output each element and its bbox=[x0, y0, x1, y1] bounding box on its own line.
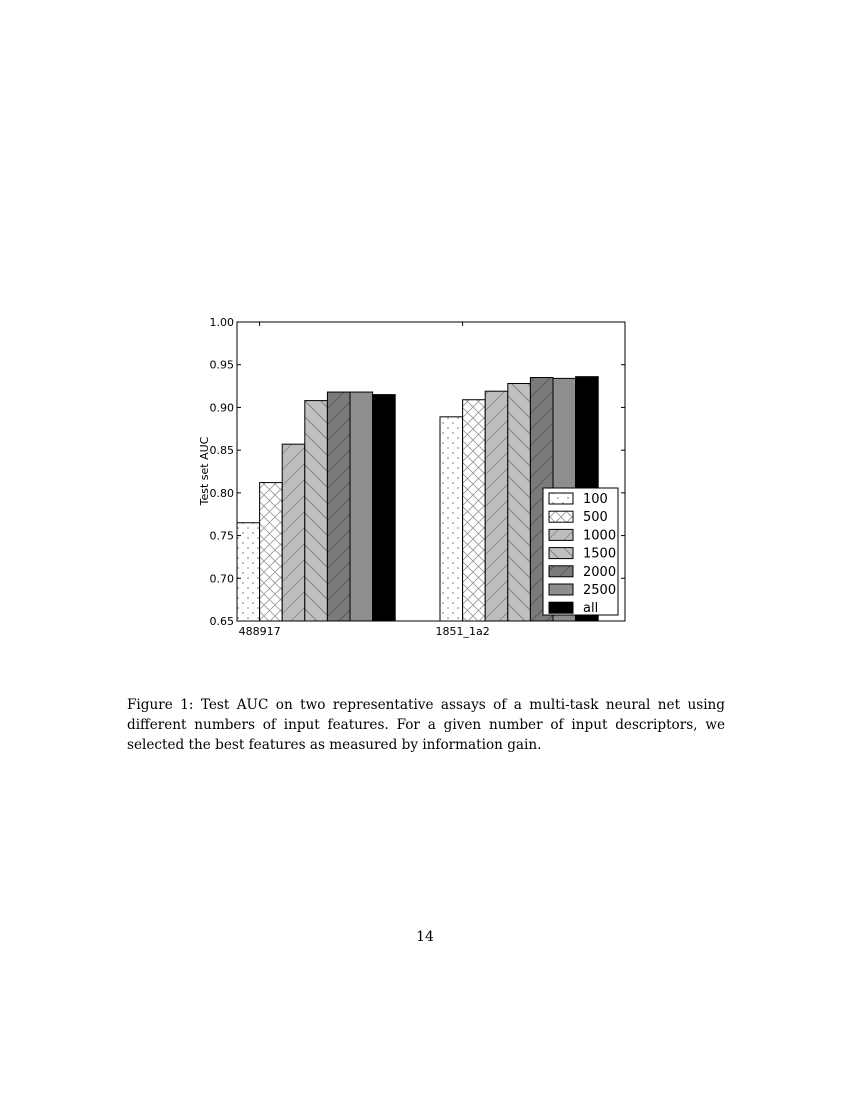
bar-chart: 0.65 0.70 0.75 0.80 0.85 0.90 0.95 1.00 488917 18… bbox=[198, 316, 626, 638]
bar-500-1851_1a2 bbox=[462, 399, 486, 622]
legend-label-2500: 2500 bbox=[583, 583, 616, 598]
bar-all-488917 bbox=[372, 394, 396, 622]
legend-swatch-1000 bbox=[548, 528, 574, 541]
bar-2000-488917 bbox=[326, 391, 351, 622]
y-tick-label: 0.70 bbox=[210, 572, 235, 585]
legend-swatch-1500 bbox=[548, 547, 574, 560]
y-tick-label: 0.90 bbox=[210, 401, 235, 414]
bar-100-1851_1a2 bbox=[439, 416, 464, 622]
legend-label-all: all bbox=[583, 601, 598, 616]
legend-swatch-2000 bbox=[548, 565, 574, 578]
legend-swatch-100 bbox=[548, 492, 574, 505]
legend-label-100: 100 bbox=[583, 492, 608, 507]
legend: 100 500 1000 1500 2000 2500 all bbox=[542, 487, 619, 616]
bar-500-488917 bbox=[259, 482, 283, 622]
bar-1500-488917 bbox=[304, 400, 328, 622]
bar-1000-488917 bbox=[281, 443, 306, 622]
legend-label-1000: 1000 bbox=[583, 528, 616, 543]
page-number: 14 bbox=[416, 929, 434, 945]
legend-label-1500: 1500 bbox=[583, 547, 616, 562]
legend-label-500: 500 bbox=[583, 510, 608, 525]
legend-label-2000: 2000 bbox=[583, 565, 616, 580]
x-tick-label: 488917 bbox=[239, 625, 281, 638]
y-tick-label: 0.95 bbox=[210, 359, 235, 372]
legend-swatch-2500 bbox=[548, 583, 574, 596]
plot-frame bbox=[236, 321, 626, 622]
figure-caption: Figure 1: Test AUC on two representative… bbox=[127, 697, 725, 753]
y-tick-label: 0.65 bbox=[210, 615, 235, 628]
bar-2500-488917 bbox=[349, 391, 374, 622]
bar-100-488917 bbox=[236, 522, 261, 622]
y-tick-label: 0.85 bbox=[210, 444, 235, 457]
bar-1500-1851_1a2 bbox=[507, 383, 531, 622]
y-tick-label: 1.00 bbox=[210, 316, 235, 329]
x-tick-label: 1851_1a2 bbox=[435, 625, 489, 638]
bar-1000-1851_1a2 bbox=[484, 390, 509, 622]
legend-swatch-500 bbox=[548, 510, 574, 523]
legend-swatch-all bbox=[548, 601, 574, 614]
y-tick-label: 0.75 bbox=[210, 530, 235, 543]
y-axis-label: Test set AUC bbox=[198, 436, 211, 506]
y-tick-label: 0.80 bbox=[210, 487, 235, 500]
